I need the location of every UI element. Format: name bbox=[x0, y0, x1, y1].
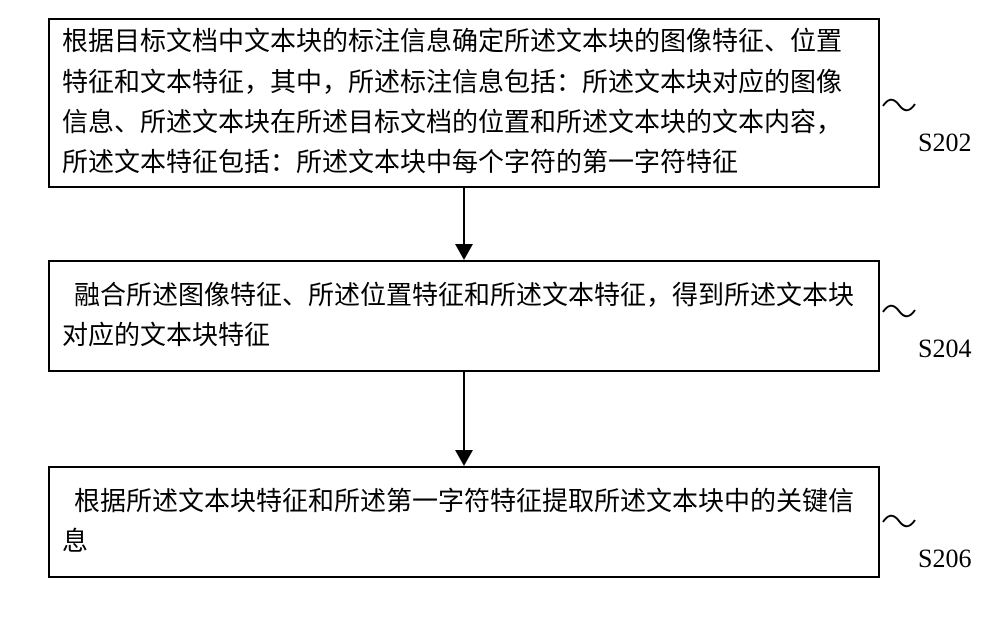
step-box-s202: 根据目标文档中文本块的标注信息确定所述文本块的图像特征、位置特征和文本特征，其中… bbox=[48, 18, 880, 188]
step-box-s206: 根据所述文本块特征和所述第一字符特征提取所述文本块中的关键信息 bbox=[48, 466, 880, 578]
step-text-s204: 融合所述图像特征、所述位置特征和所述文本特征，得到所述文本块对应的文本块特征 bbox=[62, 276, 866, 357]
step-text-s206: 根据所述文本块特征和所述第一字符特征提取所述文本块中的关键信息 bbox=[62, 482, 866, 563]
step-box-s204: 融合所述图像特征、所述位置特征和所述文本特征，得到所述文本块对应的文本块特征 bbox=[48, 260, 880, 372]
arrow-s204-s206 bbox=[455, 372, 473, 466]
flowchart-canvas: 根据目标文档中文本块的标注信息确定所述文本块的图像特征、位置特征和文本特征，其中… bbox=[0, 0, 1000, 630]
connector-squiggle-s206 bbox=[882, 508, 916, 534]
step-label-s206: S206 bbox=[918, 544, 971, 574]
arrow-s202-s204 bbox=[455, 188, 473, 260]
connector-squiggle-s204 bbox=[882, 298, 916, 324]
step-text-s202: 根据目标文档中文本块的标注信息确定所述文本块的图像特征、位置特征和文本特征，其中… bbox=[62, 22, 866, 183]
step-label-s202: S202 bbox=[918, 128, 971, 158]
step-label-s204: S204 bbox=[918, 334, 971, 364]
connector-squiggle-s202 bbox=[882, 92, 916, 118]
